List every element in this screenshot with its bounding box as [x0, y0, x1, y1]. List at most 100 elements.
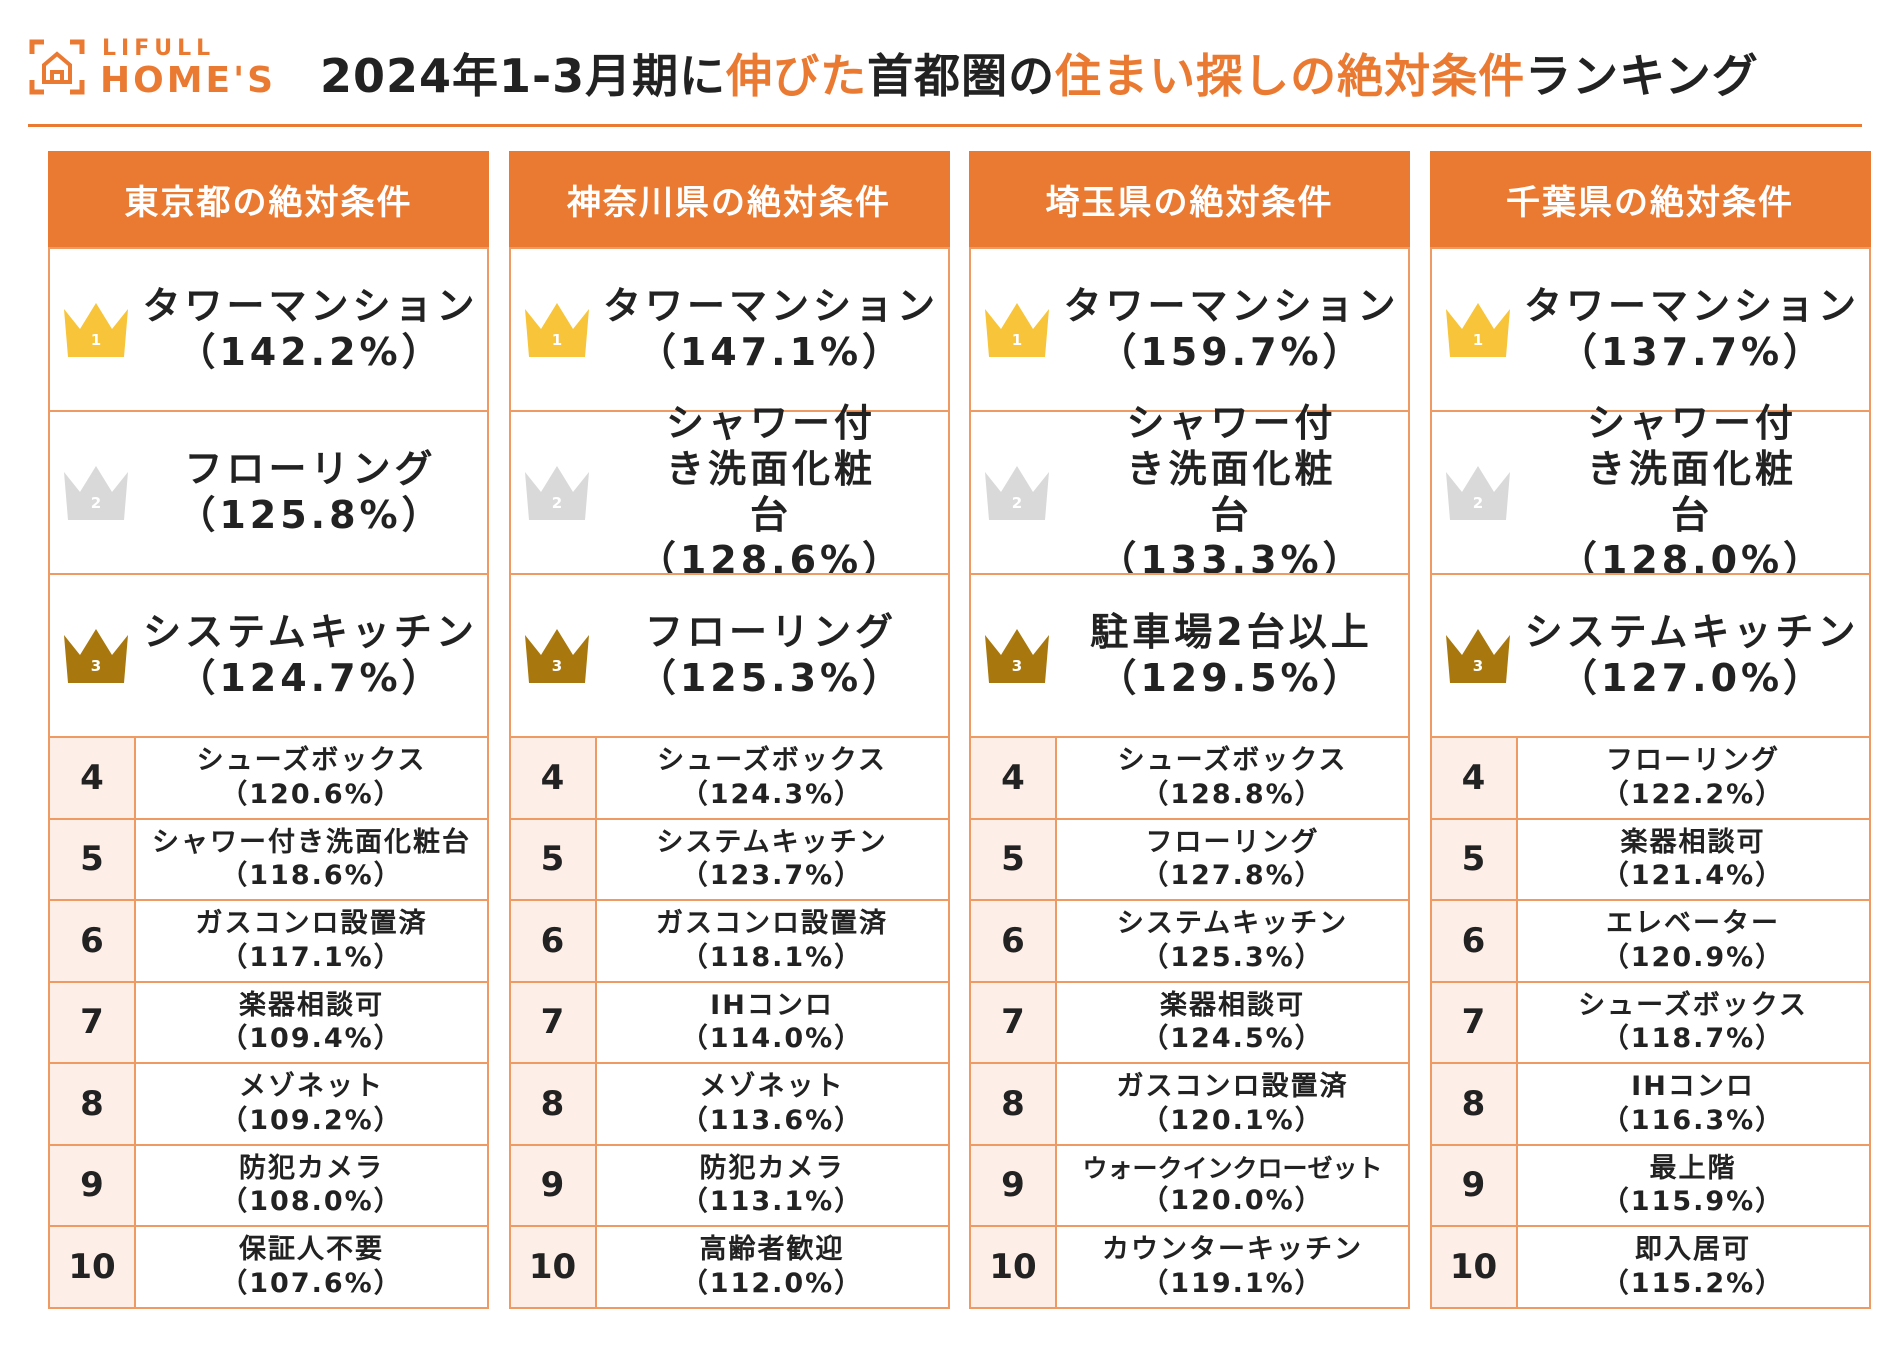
- item-text: システムキッチン （124.7%）: [140, 575, 481, 736]
- crown-rank: 1: [91, 331, 101, 349]
- crown-rank: 2: [1472, 494, 1482, 512]
- item-cell: メゾネット （113.6%）: [594, 1062, 950, 1146]
- item-name: シューズボックス: [657, 745, 887, 776]
- item-name: IHコンロ: [710, 989, 834, 1021]
- rank-number: 8: [1429, 1062, 1518, 1146]
- item-cell: IHコンロ （114.0%）: [594, 980, 950, 1064]
- crown-rank: 3: [1472, 657, 1482, 675]
- item-name: タワーマンション: [1063, 283, 1400, 328]
- rank-number: 7: [1429, 980, 1518, 1064]
- top-rank-cell: 2 フローリング （125.8%）: [48, 410, 489, 575]
- item-text: シャワー付き洗面化粧台 （133.3%）: [1061, 401, 1402, 582]
- item-cell: シューズボックス （120.6%）: [134, 736, 489, 820]
- item-value: （109.2%）: [220, 1104, 403, 1136]
- item-name: IHコンロ: [1631, 1071, 1755, 1102]
- crown-rank: 2: [1012, 494, 1022, 512]
- item-name: タワーマンション: [1523, 283, 1860, 328]
- logo-icon: [29, 39, 85, 95]
- item-cell: シューズボックス （128.8%）: [1055, 736, 1410, 820]
- item-text: タワーマンション （159.7%）: [1061, 249, 1402, 410]
- item-value: （113.1%）: [680, 1186, 864, 1218]
- item-value: （124.3%）: [680, 778, 864, 810]
- top-rank-cell: 1 タワーマンション （142.2%）: [48, 247, 489, 412]
- item-value: （120.0%）: [1141, 1185, 1324, 1216]
- item-value: （128.8%）: [1141, 778, 1324, 810]
- item-name: シャワー付き洗面化粧台: [1586, 401, 1797, 537]
- column-header: 埼玉県の絶対条件: [969, 151, 1410, 247]
- item-text: タワーマンション （147.1%）: [601, 249, 942, 410]
- item-name: システムキッチン: [656, 826, 888, 858]
- item-value: （115.2%）: [1601, 1267, 1785, 1299]
- rank-number: 10: [1429, 1225, 1518, 1309]
- crown: 3: [524, 628, 589, 683]
- item-name: 楽器相談可: [1620, 826, 1766, 858]
- item-name: 即入居可: [1635, 1234, 1751, 1265]
- title-segment: ランキング: [1525, 49, 1759, 103]
- rank-number: 6: [969, 899, 1057, 983]
- item-name: シューズボックス: [196, 745, 427, 776]
- item-name: メゾネット: [699, 1071, 845, 1102]
- item-value: （113.6%）: [680, 1104, 864, 1136]
- crown-shape: [64, 302, 128, 357]
- crown-shape: [985, 465, 1049, 520]
- rank-number: 9: [48, 1143, 136, 1227]
- crown: 2: [524, 465, 589, 520]
- top-rank-cell: 3 駐車場2台以上 （129.5%）: [969, 573, 1410, 738]
- item-cell: ガスコンロ設置済 （117.1%）: [134, 899, 489, 983]
- item-text: シャワー付き洗面化粧台 （128.6%）: [601, 401, 942, 582]
- item-name: シャワー付き洗面化粧台: [1126, 401, 1337, 537]
- item-text: フローリング （125.3%）: [601, 575, 942, 736]
- item-value: （159.7%）: [1098, 329, 1365, 374]
- top-rank-cell: 1 タワーマンション （159.7%）: [969, 247, 1410, 412]
- rank-number: 8: [48, 1062, 136, 1146]
- item-value: （125.3%）: [637, 655, 905, 700]
- rank-number: 5: [969, 817, 1057, 901]
- column-header: 千葉県の絶対条件: [1429, 151, 1871, 247]
- rank-number: 5: [508, 817, 597, 901]
- rank-number: 8: [508, 1062, 597, 1146]
- column-header: 神奈川県の絶対条件: [508, 151, 950, 247]
- crown-rank: 3: [91, 657, 101, 675]
- top-rank-cell: 3 システムキッチン （124.7%）: [48, 573, 489, 738]
- item-cell: フローリング （122.2%）: [1515, 736, 1871, 820]
- item-name: カウンターキッチン: [1102, 1234, 1363, 1265]
- rank-number: 4: [969, 736, 1057, 820]
- crown: 1: [64, 302, 128, 357]
- item-cell: 楽器相談可 （121.4%）: [1515, 817, 1871, 901]
- item-name: 防犯カメラ: [699, 1152, 845, 1184]
- item-value: （116.3%）: [1601, 1104, 1785, 1136]
- rank-number: 10: [48, 1225, 136, 1309]
- rank-number: 7: [48, 980, 136, 1064]
- title-segment: 伸びた: [726, 49, 868, 103]
- top-rank-cell: 2 シャワー付き洗面化粧台 （133.3%）: [969, 401, 1410, 582]
- crown-shape: [1445, 302, 1510, 357]
- item-name: タワーマンション: [602, 283, 939, 328]
- item-name: システムキッチン: [1116, 908, 1349, 939]
- rank-number: 9: [1429, 1143, 1518, 1227]
- item-value: （109.4%）: [220, 1023, 403, 1055]
- item-value: （125.8%）: [177, 492, 444, 537]
- title-segment: 2024年1-3月期に: [320, 49, 727, 103]
- item-name: フローリング: [184, 446, 437, 491]
- item-value: （147.1%）: [637, 329, 905, 374]
- title: 2024年1-3月期に伸びた首都圏の住まい探しの絶対条件ランキング: [320, 40, 1759, 106]
- rank-number: 7: [969, 980, 1057, 1064]
- item-text: システムキッチン （127.0%）: [1522, 575, 1863, 736]
- crown: 2: [1445, 465, 1510, 520]
- crown-shape: [985, 302, 1049, 357]
- crown: 3: [64, 628, 128, 683]
- crown-rank: 3: [1012, 657, 1022, 675]
- crown-shape: [64, 465, 128, 520]
- item-cell: フローリング （127.8%）: [1055, 817, 1410, 901]
- crown: 1: [1445, 302, 1510, 357]
- item-cell: エレベーター （120.9%）: [1515, 899, 1871, 983]
- rank-number: 4: [508, 736, 597, 820]
- top-rank-cell: 3 システムキッチン （127.0%）: [1429, 573, 1871, 738]
- crown-rank: 1: [1012, 331, 1022, 349]
- crown: 1: [524, 302, 589, 357]
- item-value: （120.1%）: [1141, 1104, 1324, 1136]
- top-rank-cell: 2 シャワー付き洗面化粧台 （128.6%）: [508, 401, 950, 582]
- crown-rank: 3: [551, 657, 561, 675]
- item-value: （108.0%）: [220, 1186, 403, 1218]
